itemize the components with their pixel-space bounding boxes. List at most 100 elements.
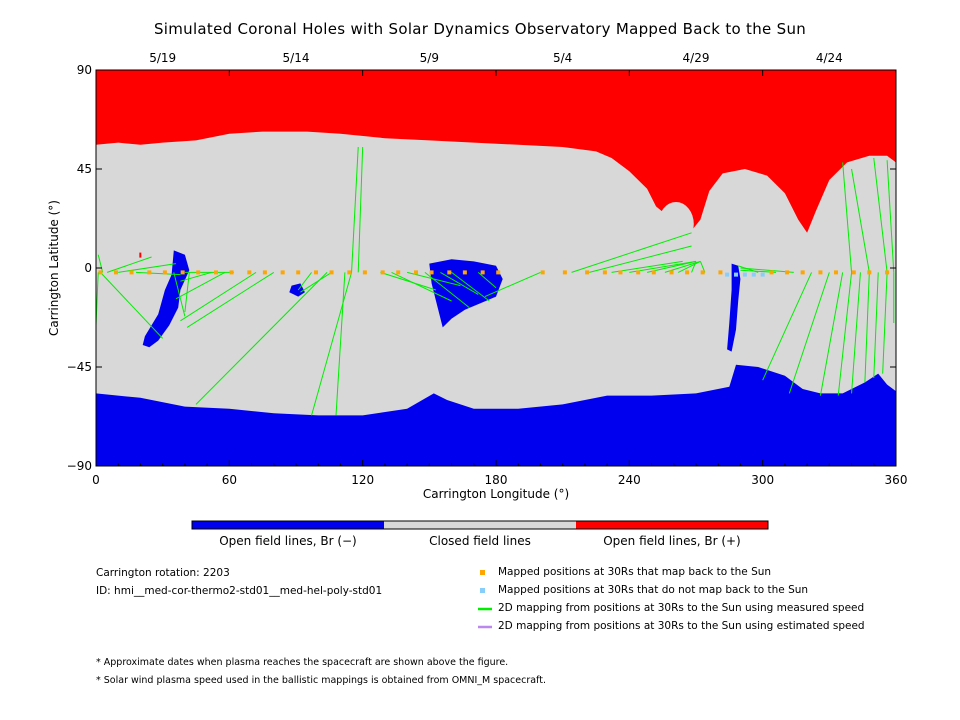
mapping-line xyxy=(186,271,275,328)
plot-area xyxy=(95,70,896,466)
mapped-position-point xyxy=(329,270,334,275)
mapping-line xyxy=(97,254,104,273)
mapped-position-point xyxy=(685,270,690,275)
mapped-position-point xyxy=(98,270,103,275)
note-dates: * Approximate dates when plasma reaches … xyxy=(96,657,509,668)
mapping-line xyxy=(195,272,328,405)
mapped-position-point xyxy=(818,270,823,275)
south-polar-open-field xyxy=(96,364,896,466)
mapping-line xyxy=(762,272,813,381)
mapped-position-point xyxy=(651,270,656,275)
x-tick-label: 360 xyxy=(885,473,908,487)
mapping-line xyxy=(864,272,870,383)
mapping-line xyxy=(180,271,257,322)
mapped-position-point xyxy=(562,270,567,275)
legend-line-icon-purple xyxy=(478,620,492,634)
colorbar-segment xyxy=(576,521,768,529)
north-polar-open-field xyxy=(96,70,896,233)
mapping-line xyxy=(837,272,853,396)
x-tick-label: 120 xyxy=(351,473,374,487)
mapped-position-point xyxy=(347,270,352,275)
top-date-label: 5/19 xyxy=(149,51,176,65)
colorbar-segment xyxy=(192,521,384,529)
legend-square-icon-lightblue xyxy=(478,584,492,598)
note-speed-source: * Solar wind plasma speed used in the ba… xyxy=(96,675,546,686)
mapped-position-point xyxy=(834,270,838,275)
mapped-position-point xyxy=(480,270,485,275)
legend-square-icon-orange xyxy=(478,566,492,580)
legend-label: Mapped positions at 30Rs that do not map… xyxy=(498,584,809,596)
legend-label: 2D mapping from positions at 30Rs to the… xyxy=(498,620,865,632)
mapped-position-point xyxy=(196,270,201,275)
mapping-line xyxy=(882,272,888,374)
y-tick-label: 90 xyxy=(77,63,92,77)
unmapped-position-point xyxy=(742,272,747,277)
mapping-line xyxy=(740,267,794,273)
mapped-position-point xyxy=(296,270,301,275)
mapping-line xyxy=(100,272,164,339)
top-date-label: 5/4 xyxy=(553,51,572,65)
colorbar-frame xyxy=(191,520,769,530)
top-date-label: 4/24 xyxy=(816,51,843,65)
y-axis-title: Carrington Latitude (°) xyxy=(47,200,61,336)
mapping-line xyxy=(118,263,177,273)
top-date-label: 5/9 xyxy=(420,51,439,65)
mapped-position-point xyxy=(414,270,418,275)
mapping-line xyxy=(451,272,490,302)
colorbar-label-closed: Closed field lines xyxy=(429,534,531,548)
y-tick-label: 0 xyxy=(84,261,92,275)
mapping-line xyxy=(788,272,830,394)
mapped-position-point xyxy=(362,270,367,275)
mapping-line xyxy=(297,272,312,291)
mapping-line xyxy=(440,271,479,295)
legend-label: Mapped positions at 30Rs that map back t… xyxy=(498,566,772,578)
y-tick-label: −45 xyxy=(67,360,92,374)
unmapped-position-point xyxy=(751,272,756,277)
mapped-position-point xyxy=(885,270,890,275)
mapped-position-point xyxy=(214,270,218,275)
colorbar xyxy=(191,520,769,530)
colorbar-label-positive: Open field lines, Br (+) xyxy=(603,534,741,548)
mapped-position-point xyxy=(496,270,501,275)
mapped-position-point xyxy=(700,270,705,275)
mapping-line xyxy=(311,272,353,416)
mapping-line xyxy=(589,245,692,273)
mapped-position-point xyxy=(540,270,545,275)
mapped-position-point xyxy=(602,270,607,275)
mapping-line xyxy=(842,162,853,273)
mapped-position-point xyxy=(262,270,267,275)
mapping-line xyxy=(819,272,844,396)
mapped-position-point xyxy=(380,270,385,275)
mapped-position-point xyxy=(247,270,252,275)
y-tick-label: −90 xyxy=(67,459,92,473)
mapping-line xyxy=(106,256,152,273)
mapping-line xyxy=(611,260,683,273)
mapped-position-point xyxy=(769,270,774,275)
carrington-rotation-text: Carrington rotation: 2203 xyxy=(96,567,230,579)
mapping-line xyxy=(300,271,332,293)
mapping-line xyxy=(380,271,437,291)
mapping-line xyxy=(629,260,697,273)
x-tick-label: 0 xyxy=(92,473,100,487)
colorbar-segment xyxy=(384,521,576,529)
mapped-position-point xyxy=(462,270,467,275)
small-positive-patch xyxy=(139,252,142,258)
unmapped-position-point xyxy=(760,272,765,277)
mapped-position-point xyxy=(429,270,434,275)
mapped-position-point xyxy=(162,270,167,275)
mapped-position-point xyxy=(180,270,185,275)
mapping-line xyxy=(391,271,452,302)
axes: 0 60 120 180 240 300 360 90 45 0 −45 −90 5/19 5/14 5/9… xyxy=(47,51,907,501)
mapping-line xyxy=(351,146,359,273)
mapped-position-point xyxy=(800,270,805,275)
mapping-line xyxy=(477,272,497,289)
mapping-line xyxy=(357,146,364,273)
mapped-position-point xyxy=(396,270,401,275)
mapped-position-point xyxy=(851,270,856,275)
unmapped-position-point xyxy=(725,272,730,277)
legend-label: 2D mapping from positions at 30Rs to the… xyxy=(498,602,865,614)
chart-title: Simulated Coronal Holes with Solar Dynam… xyxy=(153,20,807,38)
legend-line-icon-green xyxy=(478,602,492,616)
mapped-position-point xyxy=(114,270,118,275)
mapping-line xyxy=(335,272,346,416)
